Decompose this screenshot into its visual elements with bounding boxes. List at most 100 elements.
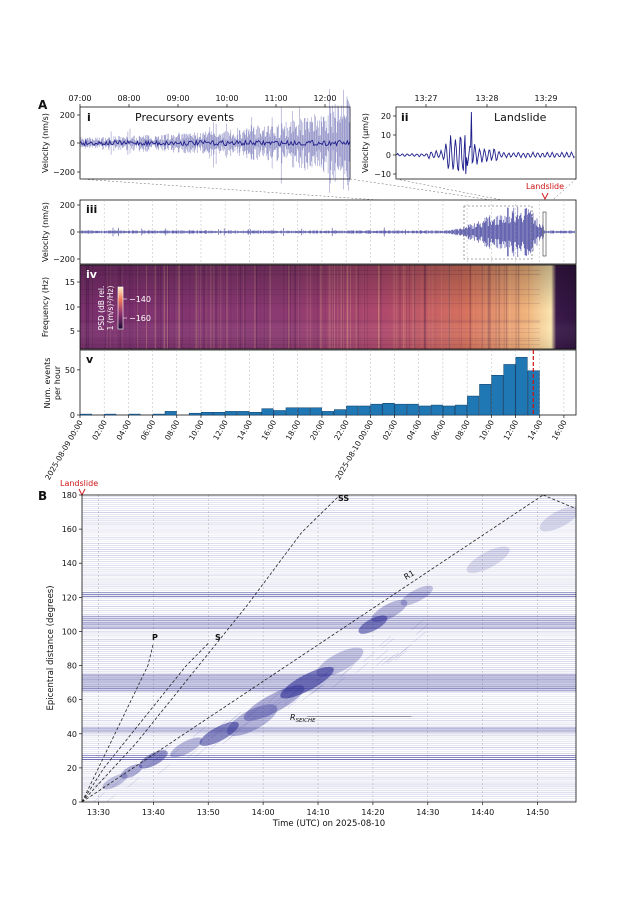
ytick-label: 140 — [62, 559, 77, 568]
xtick-label: 16:00 — [550, 418, 569, 441]
wavefront — [167, 748, 180, 760]
energy-packet — [371, 599, 408, 623]
xtick-label: 09:00 — [166, 94, 189, 103]
xtick-label: 14:00 — [252, 808, 275, 817]
bar — [164, 411, 177, 416]
panel-a-ii-waveform — [396, 111, 575, 175]
wavefront — [222, 733, 235, 745]
ytick-label: 10 — [65, 303, 75, 312]
panel-b-yticks: 180 160 140 120 100 80 60 40 20 0 — [62, 491, 82, 807]
waveform-core — [80, 138, 351, 147]
colorbar-tick-140: −140 — [129, 295, 151, 304]
panel-a-letter: A — [38, 98, 48, 112]
panel-a-i-ylabel: Velocity (nm/s) — [41, 113, 50, 173]
ytick-label: 120 — [62, 593, 77, 602]
wavefront — [208, 740, 221, 751]
ytick-label: 10 — [381, 131, 391, 140]
ytick-label: 50 — [65, 366, 75, 375]
wavefront — [268, 692, 281, 703]
wavefront — [111, 777, 124, 788]
wavefront — [375, 649, 388, 661]
ytick-label: 20 — [67, 764, 77, 773]
energy-packet — [138, 750, 168, 769]
colorbar-label-line1: PSD (dB rel. — [97, 286, 106, 331]
panel-b-landslide-arrow — [78, 488, 86, 497]
wavefront — [362, 651, 376, 663]
xtick-label: 16:00 — [260, 418, 279, 441]
panel-b-xticks: 13:30 13:40 13:50 14:00 14:10 14:20 14:30 14:40… — [87, 802, 549, 817]
bar — [442, 405, 455, 416]
energy-packet — [466, 546, 510, 574]
wavefront — [284, 694, 297, 705]
panel-b-background — [82, 495, 576, 802]
bar — [309, 407, 322, 416]
wavefront — [356, 662, 369, 673]
panel-a-iii-yticks: 200 0 −200 — [53, 201, 80, 264]
panel-a-ii-frame — [395, 106, 577, 180]
phase-label-p: P — [152, 633, 158, 642]
panel-a-ii-roman: ii — [401, 111, 409, 124]
xtick-label: 08:00 — [117, 94, 140, 103]
xtick-label: 10:00 — [187, 418, 206, 441]
energy-packet — [102, 773, 128, 790]
bar — [515, 356, 528, 416]
xtick-label: 13:29 — [534, 94, 557, 103]
wavefront — [381, 638, 395, 649]
xtick-label: 18:00 — [284, 418, 303, 441]
xtick-label: 14:10 — [306, 808, 329, 817]
panel-a-iii: iii Velocity (nm/s) 200 0 −200 Landslide — [41, 182, 577, 265]
xtick-label: 14:20 — [361, 808, 384, 817]
xtick-label: 08:00 — [453, 418, 472, 441]
bar — [382, 403, 395, 416]
panel-a-i-roman: i — [87, 111, 91, 124]
panel-a-ii-title: Landslide — [494, 111, 547, 124]
zoom-box-precursors — [463, 205, 533, 260]
wavefront — [395, 647, 408, 658]
wavefront — [235, 721, 248, 733]
ytick-label: 0 — [70, 139, 75, 148]
bar — [285, 407, 298, 416]
xtick-label: 14:50 — [526, 808, 549, 817]
bar — [249, 412, 262, 416]
wavefront — [106, 794, 116, 802]
xtick-label: 14:00 — [235, 418, 254, 441]
bar — [370, 403, 383, 416]
xtick-label: 13:40 — [142, 808, 165, 817]
panel-a-iii-roman: iii — [86, 203, 97, 216]
ytick-label: 200 — [60, 111, 75, 120]
bar — [104, 413, 117, 416]
panel-a-i-waveform — [80, 89, 351, 193]
phase-curve — [82, 643, 154, 802]
panel-b: P S SS R1 RSEICHE Epicentral distance (d… — [46, 491, 577, 829]
bar — [491, 375, 504, 416]
panel-a-iii-waveform — [80, 206, 575, 258]
wavefront — [284, 684, 297, 695]
bar — [128, 413, 141, 416]
energy-packet — [280, 666, 334, 699]
xtick-label: 11:00 — [264, 94, 287, 103]
wavefront — [194, 746, 208, 758]
panel-b-xlabel: Time (UTC) on 2025-08-10 — [272, 819, 385, 829]
bar — [225, 411, 238, 416]
phase-curve — [82, 495, 341, 802]
ytick-label: 80 — [67, 662, 77, 671]
ytick-label: 0 — [72, 798, 77, 807]
bar — [430, 404, 443, 416]
bar — [322, 411, 334, 416]
panel-a-ii-ylabel: Velocity (μm/s) — [361, 113, 370, 173]
wavefront — [228, 712, 241, 723]
panel-a-v-yticks: 50 0 — [65, 366, 80, 420]
bar — [503, 364, 516, 416]
ytick-label: −200 — [53, 168, 75, 177]
xtick-label: 14:00 — [526, 418, 545, 441]
bar — [237, 411, 250, 416]
bar — [406, 403, 419, 416]
wavefront — [159, 744, 172, 755]
panel-a-iv-roman: iv — [86, 268, 98, 281]
landslide-marker-label: Landslide — [526, 182, 564, 191]
panel-a-iv-ylabel: Frequency (Hz) — [41, 277, 50, 337]
wavefront — [411, 619, 424, 631]
energy-packet — [226, 704, 278, 736]
bar — [152, 413, 165, 416]
